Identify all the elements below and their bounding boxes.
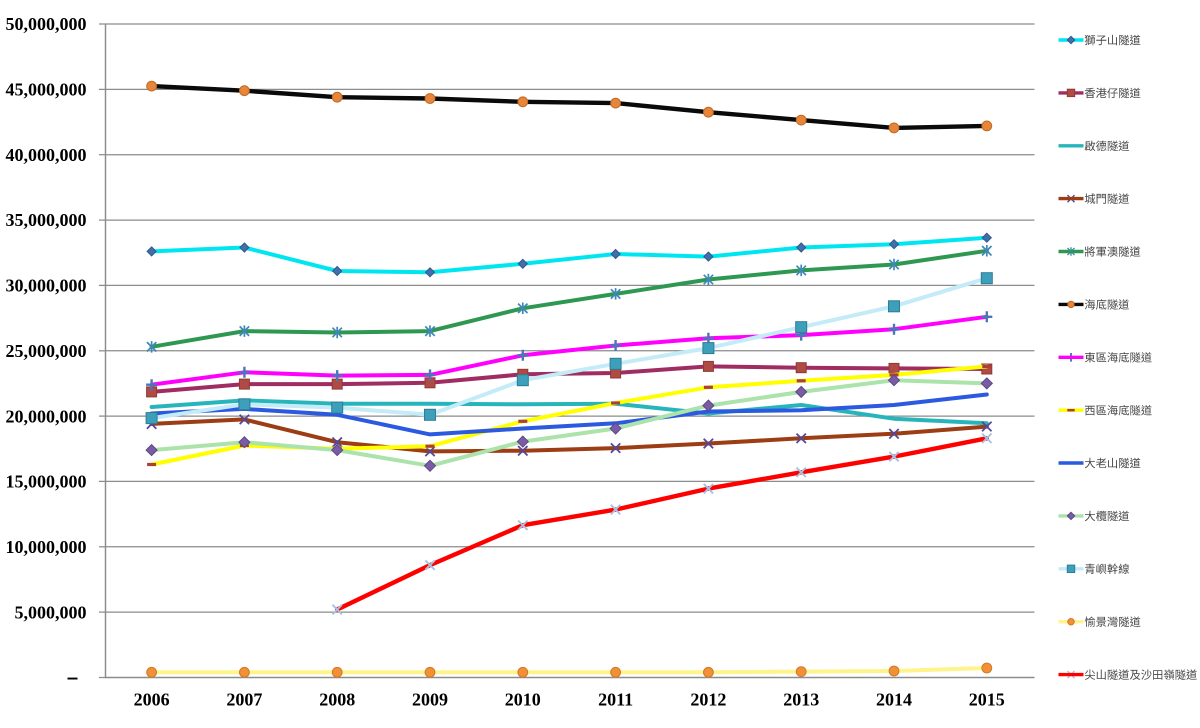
- svg-text:5,000,000: 5,000,000: [15, 602, 87, 622]
- svg-text:15,000,000: 15,000,000: [6, 472, 87, 492]
- svg-text:45,000,000: 45,000,000: [6, 80, 87, 100]
- svg-text:2013: 2013: [783, 689, 819, 709]
- svg-text:25,000,000: 25,000,000: [6, 341, 87, 361]
- svg-text:2010: 2010: [505, 689, 541, 709]
- svg-text:30,000,000: 30,000,000: [6, 276, 87, 296]
- svg-text:10,000,000: 10,000,000: [6, 537, 87, 557]
- svg-text:2008: 2008: [319, 689, 355, 709]
- svg-text:2007: 2007: [226, 689, 262, 709]
- svg-text:35,000,000: 35,000,000: [6, 210, 87, 230]
- svg-text:2015: 2015: [969, 689, 1005, 709]
- svg-text:20,000,000: 20,000,000: [6, 406, 87, 426]
- svg-text:2012: 2012: [690, 689, 726, 709]
- svg-text:2014: 2014: [876, 689, 912, 709]
- svg-text:50,000,000: 50,000,000: [6, 14, 87, 34]
- svg-text:40,000,000: 40,000,000: [6, 145, 87, 165]
- svg-text:2009: 2009: [412, 689, 448, 709]
- svg-text:2011: 2011: [598, 689, 633, 709]
- svg-text:2006: 2006: [134, 689, 170, 709]
